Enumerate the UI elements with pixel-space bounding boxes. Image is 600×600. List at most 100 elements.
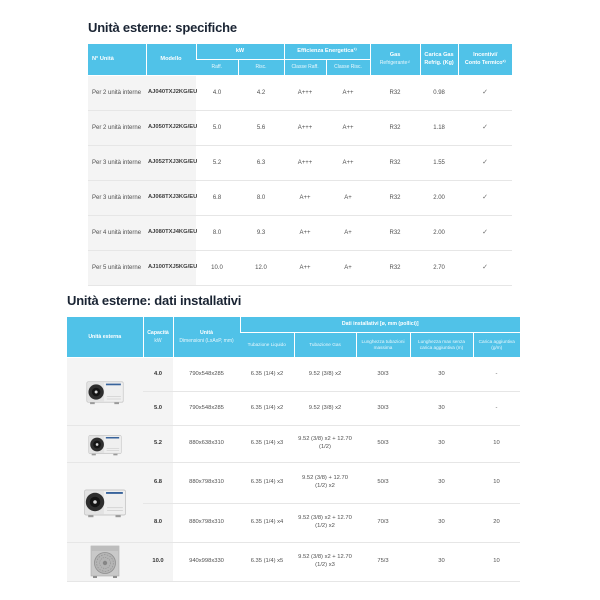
col-subheader-raff: Raff. [196, 59, 238, 76]
cell-dimensioni: 880x798x310 [173, 462, 240, 504]
cell-lunghezza-max: 30 [410, 503, 473, 543]
install-header-row-1: Unità esterna Capacità kW Unità Dimensio… [67, 317, 520, 358]
table-row: 6.8 880x798x310 6.35 (1/4) x3 9.52 (3/8)… [67, 462, 520, 543]
cell-lunghezza: 50/3 [356, 425, 410, 463]
col-header-incentivi: Incentivi/ Conto Termico²⁾ [457, 44, 513, 76]
gas-label-line2: Refrigerante¹⁾ [379, 60, 411, 67]
cell-classe-raff: A++ [284, 215, 327, 251]
cell-tubazione-liquido: 6.35 (1/4) x5 [240, 542, 294, 582]
table-row: 10.0 940x998x330 6.35 (1/4) x5 9.52 (3/8… [67, 542, 520, 582]
cell-classe-raff: A++ [284, 180, 327, 216]
spec-table: N° Unità Modello kW Efficienza Energetic… [88, 44, 513, 286]
cell-capacita: 5.2 [143, 425, 173, 463]
cell-carica: 0.98 [420, 75, 459, 111]
col-subheader-lunghezza-max: Lunghezza max senza carica aggiuntiva (m… [409, 332, 473, 358]
cell-carica: 2.70 [420, 250, 459, 286]
cell-classe-risc: A+ [326, 250, 371, 286]
cell-classe-risc: A+ [326, 215, 371, 251]
cell-dimensioni: 790x548x285 [173, 391, 240, 426]
outdoor-unit-image-tall [67, 462, 143, 543]
outdoor-unit-image-large [67, 542, 143, 582]
col-subheader-carica-aggiuntiva: Carica aggiuntiva (g/m) [472, 332, 520, 358]
cell-kw-raff: 10.0 [196, 250, 238, 286]
install-table-body: 4.0 790x548x285 6.35 (1/4) x2 9.52 (3/8)… [67, 357, 520, 582]
cell-gas: R32 [370, 250, 421, 286]
cell-tubazione-gas: 9.52 (3/8) x2 [294, 357, 356, 392]
cell-classe-raff: A+++ [284, 75, 327, 111]
gas-label-line1: Gas [389, 52, 401, 59]
cell-carica-aggiuntiva: 20 [473, 503, 520, 543]
cell-capacita: 6.8 [143, 462, 173, 504]
cell-lunghezza: 30/3 [356, 391, 410, 426]
outdoor-unit-image-medium [67, 425, 143, 463]
unita-label-line1: Unità [200, 330, 213, 337]
cell-tubazione-gas: 9.52 (3/8) x2 + 12.70 (1/2) [294, 425, 356, 463]
capacita-label-line1: Capacità [147, 330, 169, 337]
cell-units: Per 3 unità interne [88, 145, 146, 181]
cell-tubazione-gas: 9.52 (3/8) + 12.70 (1/2) x2 [294, 462, 356, 504]
cell-units: Per 2 unità interne [88, 110, 146, 146]
cell-classe-raff: A+++ [284, 110, 327, 146]
col-subheader-tubazione-liquido: Tubazione Liquido [240, 332, 294, 358]
cell-gas: R32 [370, 75, 421, 111]
install-table: Unità esterna Capacità kW Unità Dimensio… [67, 317, 520, 582]
cell-classe-raff: A++ [284, 250, 327, 286]
table-row: Per 3 unità interne AJ068TXJ3KG/EU 6.8 8… [88, 180, 513, 216]
cell-capacita: 8.0 [143, 503, 173, 543]
install-table-header: Unità esterna Capacità kW Unità Dimensio… [67, 317, 520, 358]
col-subheader-lunghezza: Lunghezza tubazioni massima [355, 332, 410, 358]
checkmark-icon: ✓ [458, 215, 513, 251]
cell-gas: R32 [370, 215, 421, 251]
cell-kw-risc: 6.3 [238, 145, 285, 181]
incentivi-label-line2: Conto Termico²⁾ [464, 60, 506, 67]
cell-capacita: 5.0 [143, 391, 173, 426]
col-subheader-classe-raff: Classe Raff. [283, 59, 327, 76]
cell-capacita: 10.0 [143, 542, 173, 582]
col-header-modello: Modello [145, 44, 196, 76]
cell-kw-raff: 8.0 [196, 215, 238, 251]
cell-tubazione-liquido: 6.35 (1/4) x3 [240, 462, 294, 504]
cell-kw-risc: 4.2 [238, 75, 285, 111]
checkmark-icon: ✓ [458, 110, 513, 146]
section-title-dati-installativi: Unità esterne: dati installativi [67, 293, 242, 308]
cell-gas: R32 [370, 110, 421, 146]
cell-dimensioni: 880x638x310 [173, 425, 240, 463]
cell-kw-risc: 12.0 [238, 250, 285, 286]
col-subheader-tubazione-gas: Tubazione Gas [293, 332, 356, 358]
checkmark-icon: ✓ [458, 145, 513, 181]
cell-classe-risc: A++ [326, 110, 371, 146]
cell-tubazione-liquido: 6.35 (1/4) x2 [240, 357, 294, 392]
col-header-dimensioni: Unità Dimensioni (LxAxP, mm) [172, 317, 240, 358]
table-row: Per 3 unità interne AJ052TXJ3KG/EU 5.2 6… [88, 145, 513, 181]
cell-model: AJ068TXJ3KG/EU [146, 180, 197, 216]
table-row: Per 2 unità interne AJ050TXJ2KG/EU 5.0 5… [88, 110, 513, 146]
cell-model: AJ040TXJ2KG/EU [146, 75, 197, 111]
cell-units: Per 3 unità interne [88, 180, 146, 216]
spec-header-row-2: Raff. Risc. Classe Raff. Classe Risc. [88, 59, 512, 76]
carica-label-line2: Refrig. (Kg) [424, 60, 454, 67]
cell-carica-aggiuntiva: - [473, 357, 520, 392]
checkmark-icon: ✓ [458, 75, 513, 111]
table-row: 8.0 880x798x310 6.35 (1/4) x4 9.52 (3/8)… [67, 503, 520, 543]
col-header-gas-refrigerante: Gas Refrigerante¹⁾ [369, 44, 421, 76]
cell-model: AJ080TXJ4KG/EU [146, 215, 197, 251]
col-header-unita-esterna: Unità esterna [67, 317, 143, 358]
cell-tubazione-liquido: 6.35 (1/4) x4 [240, 503, 294, 543]
outdoor-unit-small-icon [86, 380, 124, 404]
cell-classe-risc: A+ [326, 180, 371, 216]
cell-gas: R32 [370, 145, 421, 181]
cell-model: AJ052TXJ3KG/EU [146, 145, 197, 181]
cell-carica: 2.00 [420, 180, 459, 216]
outdoor-unit-medium-icon [88, 434, 122, 455]
cell-capacita: 4.0 [143, 357, 173, 392]
install-header-row-2: Tubazione Liquido Tubazione Gas Lunghezz… [67, 332, 520, 358]
table-row: 4.0 790x548x285 6.35 (1/4) x2 9.52 (3/8)… [67, 357, 520, 426]
spec-table-body: Per 2 unità interne AJ040TXJ2KG/EU 4.0 4… [88, 75, 513, 286]
cell-dimensioni: 790x548x285 [173, 357, 240, 392]
cell-kw-risc: 9.3 [238, 215, 285, 251]
col-group-kw: kW [195, 44, 285, 60]
section-dati-installativi: Unità esterne: dati installativi Unità e… [67, 293, 520, 582]
cell-kw-raff: 4.0 [196, 75, 238, 111]
incentivi-label-line1: Incentivi/ [473, 51, 498, 58]
cell-lunghezza-max: 30 [410, 462, 473, 504]
